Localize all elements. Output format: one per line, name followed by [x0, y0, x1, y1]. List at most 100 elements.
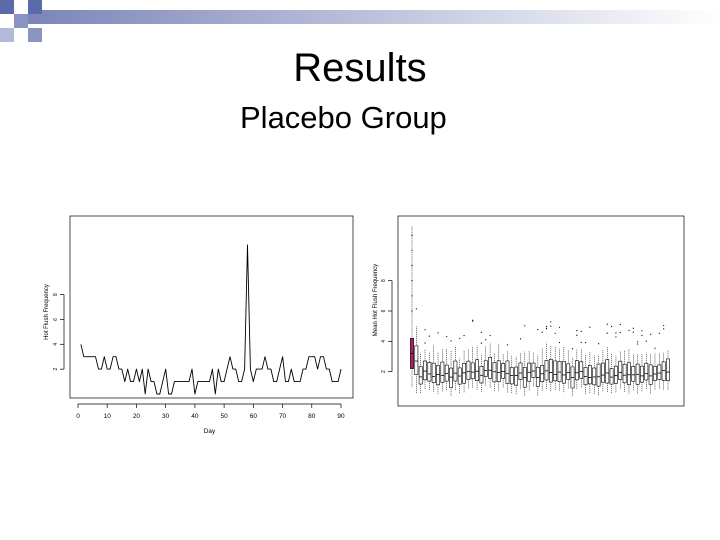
box-outlier: [411, 264, 413, 267]
box-outlier: [550, 321, 552, 323]
box-outlier: [558, 341, 561, 344]
box: [410, 226, 414, 387]
box: [501, 353, 506, 388]
box-body: [449, 367, 453, 388]
box-outlier: [663, 328, 665, 330]
box: [601, 349, 605, 392]
box-body: [627, 362, 631, 385]
box-outlier: [411, 295, 413, 297]
y-tick-label: 2: [381, 370, 387, 373]
box-outlier: [580, 330, 582, 332]
x-tick-label: 40: [191, 413, 199, 420]
decoration-square: [0, 0, 14, 14]
box-body: [466, 360, 471, 380]
box-outlier: [480, 331, 483, 333]
box-body: [640, 365, 644, 383]
box-outlier: [615, 332, 617, 334]
box: [492, 353, 497, 391]
box: [488, 334, 493, 388]
box-body: [427, 361, 432, 382]
box: [592, 355, 597, 394]
box-body: [644, 362, 649, 381]
box-body: [657, 364, 662, 380]
box: [618, 323, 623, 389]
box-outlier: [472, 320, 474, 322]
box: [544, 326, 549, 390]
box-body: [423, 360, 427, 381]
box: [583, 341, 588, 394]
box-outlier: [606, 332, 608, 334]
box-body: [440, 361, 445, 383]
box: [653, 347, 657, 390]
box-outlier: [589, 326, 591, 328]
box-body: [479, 366, 484, 384]
box-body: [436, 365, 440, 386]
box: [462, 335, 466, 393]
box-outlier: [615, 336, 617, 338]
box-outlier: [619, 331, 621, 334]
box: [418, 352, 423, 394]
box-body: [483, 360, 488, 377]
box-outlier: [463, 335, 465, 337]
box-body: [561, 361, 566, 384]
y-tick-label: 4: [381, 340, 387, 343]
box: [475, 345, 479, 390]
box: [509, 355, 514, 394]
y-tick-label: 8: [381, 279, 387, 282]
box-body: [518, 362, 523, 380]
decoration-square: [28, 28, 42, 42]
box-outlier: [411, 310, 413, 312]
box-body: [470, 362, 475, 380]
box-outlier: [632, 327, 634, 329]
box-body: [574, 360, 579, 381]
box-body: [488, 357, 493, 379]
y-tick-label: 8: [53, 293, 59, 296]
box-body: [614, 365, 618, 384]
box-body: [522, 367, 527, 388]
box: [453, 345, 458, 391]
box-outlier: [606, 323, 608, 325]
box-body: [648, 364, 653, 385]
series-line: [80, 244, 342, 395]
box: [449, 340, 453, 396]
box-body: [596, 363, 601, 387]
box: [666, 349, 670, 390]
box: [470, 319, 475, 388]
box: [648, 333, 653, 394]
box: [436, 332, 440, 394]
box-outlier: [658, 332, 660, 334]
plot-frame: [69, 215, 354, 399]
box-outlier: [480, 342, 483, 344]
box-body: [514, 366, 519, 386]
box-outlier: [424, 342, 426, 344]
box-outlier: [519, 338, 522, 340]
box: [614, 332, 618, 393]
box-body: [531, 362, 536, 378]
box-body: [462, 362, 466, 384]
box: [635, 341, 640, 394]
box-body: [453, 360, 458, 382]
box-outlier: [654, 347, 656, 349]
box-outlier: [641, 330, 643, 332]
box: [522, 325, 527, 396]
box-outlier: [576, 330, 578, 332]
box-outlier: [610, 325, 613, 328]
box-outlier: [545, 327, 548, 330]
y-tick-label: 6: [381, 309, 387, 312]
box: [548, 321, 553, 392]
box-outlier: [632, 331, 634, 333]
box-body: [444, 364, 449, 382]
box: [540, 331, 545, 391]
box: [527, 350, 532, 391]
y-axis-label: Hot Flush Frequency: [44, 284, 50, 340]
box-outlier: [637, 343, 639, 345]
box-body: [418, 366, 423, 385]
box: [514, 356, 519, 395]
box-body: [501, 363, 506, 379]
box: [518, 338, 523, 389]
box-body: [653, 366, 657, 381]
box-outlier: [637, 341, 639, 343]
box: [561, 346, 566, 393]
x-tick-label: 30: [162, 413, 170, 420]
